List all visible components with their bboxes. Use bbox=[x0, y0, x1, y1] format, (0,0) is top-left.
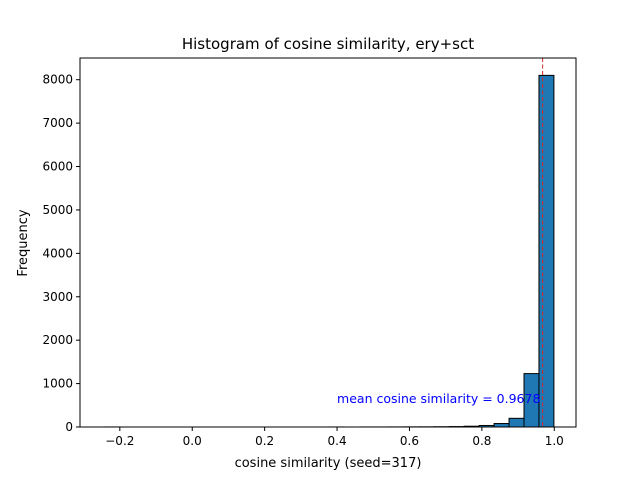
x-tick-label: 0.6 bbox=[400, 434, 419, 448]
y-tick-label: 0 bbox=[65, 420, 73, 434]
y-tick-label: 5000 bbox=[42, 203, 73, 217]
x-tick-label: 0.4 bbox=[328, 434, 347, 448]
mean-annotation: mean cosine similarity = 0.9678 bbox=[337, 391, 540, 406]
bars-group bbox=[104, 74, 555, 428]
histogram-bar bbox=[538, 74, 555, 428]
y-tick-label: 6000 bbox=[42, 160, 73, 174]
y-axis-ticks: 0 1000 2000 3000 4000 5000 6000 7000 8000 bbox=[42, 73, 80, 434]
x-tick-label: 0.2 bbox=[255, 434, 274, 448]
x-tick-label: −0.2 bbox=[105, 434, 134, 448]
y-tick-label: 3000 bbox=[42, 290, 73, 304]
x-axis-ticks: −0.2 0.0 0.2 0.4 0.6 0.8 1.0 bbox=[105, 427, 564, 448]
chart-title: Histogram of cosine similarity, ery+sct bbox=[182, 35, 474, 53]
y-tick-label: 2000 bbox=[42, 333, 73, 347]
y-tick-label: 1000 bbox=[42, 377, 73, 391]
x-tick-label: 0.0 bbox=[183, 434, 202, 448]
x-tick-label: 1.0 bbox=[545, 434, 564, 448]
histogram-bar bbox=[493, 423, 510, 428]
x-tick-label: 0.8 bbox=[472, 434, 491, 448]
y-tick-label: 8000 bbox=[42, 73, 73, 87]
y-axis-label: Frequency bbox=[16, 209, 31, 276]
histogram-bar bbox=[508, 417, 525, 428]
y-tick-label: 7000 bbox=[42, 116, 73, 130]
plot-area bbox=[79, 57, 577, 428]
x-axis-label: cosine similarity (seed=317) bbox=[235, 456, 422, 471]
y-tick-label: 4000 bbox=[42, 246, 73, 260]
